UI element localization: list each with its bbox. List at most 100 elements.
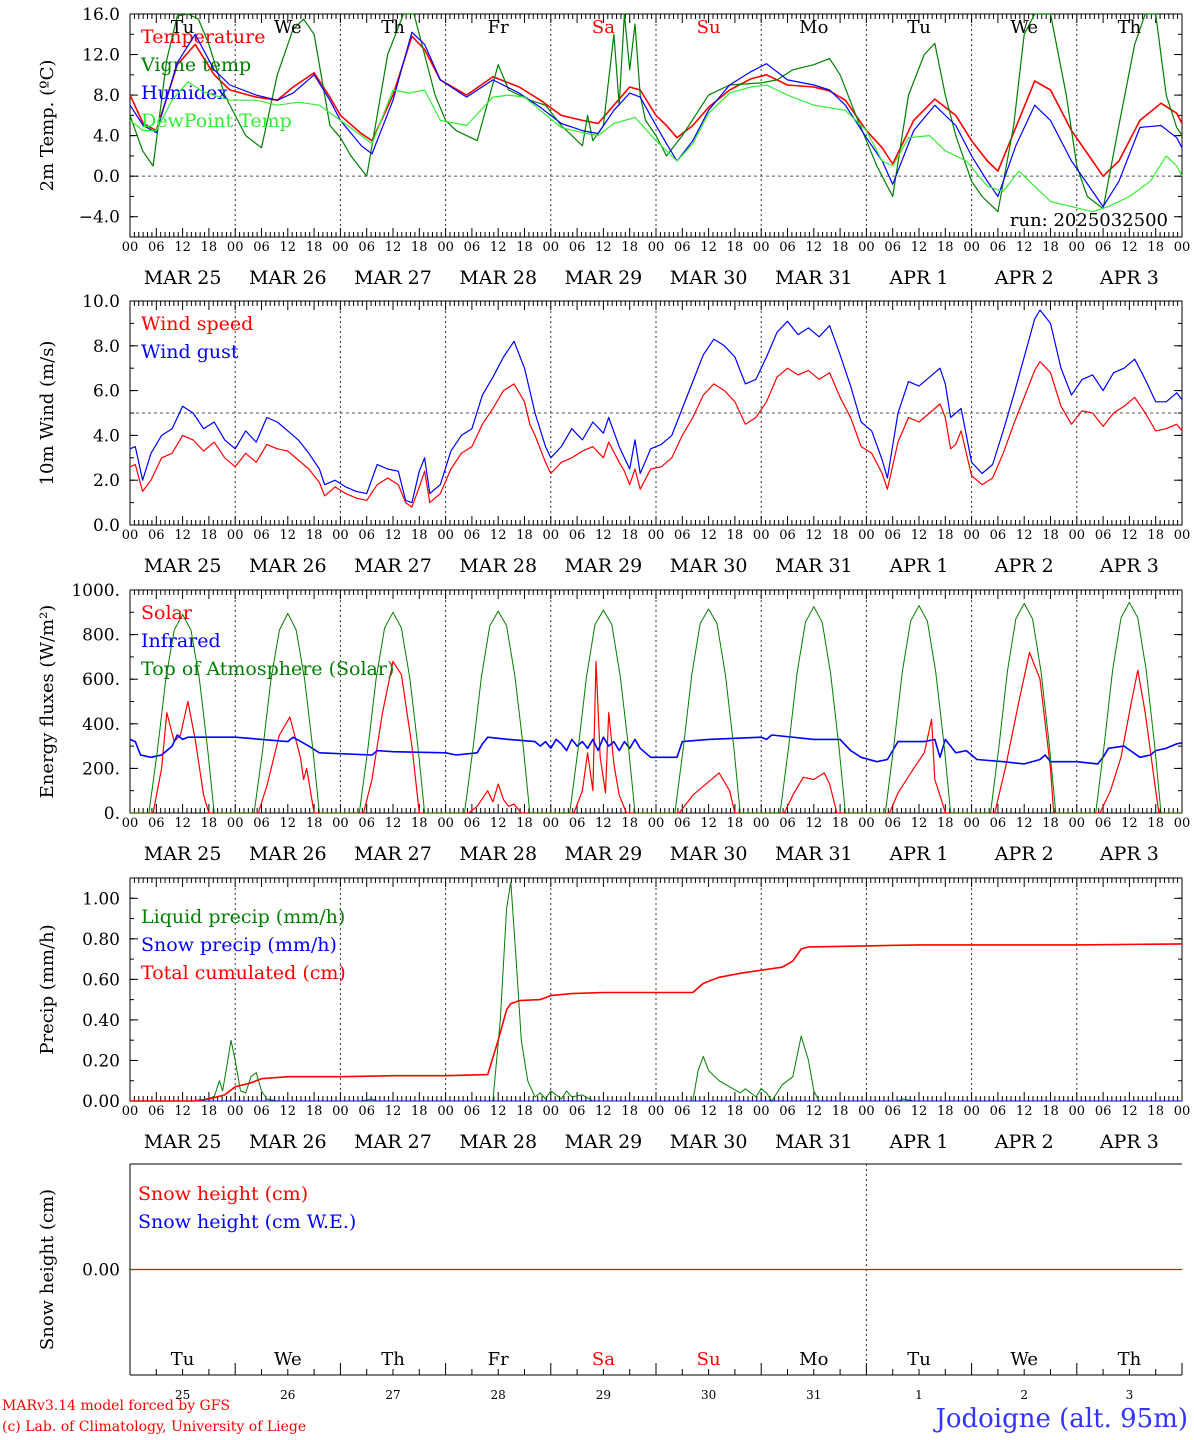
hour-tick-label: 00 <box>858 1104 875 1119</box>
hour-tick-label: 00 <box>1174 1104 1191 1119</box>
day-label: APR 1 <box>889 1131 949 1153</box>
hour-tick-label: 06 <box>990 816 1007 831</box>
y-tick-label: 10.0 <box>82 292 120 312</box>
hour-tick-label: 06 <box>779 816 796 831</box>
hour-tick-label: 18 <box>1042 1104 1059 1119</box>
hour-tick-label: 12 <box>1016 528 1033 543</box>
weekday-label: We <box>274 1349 302 1370</box>
lab-credit: (c) Lab. of Climatology, University of L… <box>2 1419 307 1435</box>
hour-tick-label: 06 <box>1095 528 1112 543</box>
day-label: APR 2 <box>994 1131 1054 1153</box>
hour-tick-label: 18 <box>1147 1104 1164 1119</box>
hour-tick-label: 00 <box>227 1104 244 1119</box>
hour-tick-label: 12 <box>174 1104 191 1119</box>
hour-tick-label: 00 <box>963 528 980 543</box>
y-axis-title: 2m Temp. (ºC) <box>37 60 58 192</box>
hour-tick-label: 06 <box>358 240 375 255</box>
hour-tick-label: 00 <box>437 240 454 255</box>
weekday-label: Tu <box>171 1349 195 1370</box>
hour-tick-label: 18 <box>937 528 954 543</box>
legend-entry: Snow height (cm W.E.) <box>138 1211 356 1233</box>
hour-tick-label: 12 <box>911 240 928 255</box>
series-line-1-3 <box>129 31 1183 208</box>
hour-tick-label: 12 <box>806 1104 823 1119</box>
hour-tick-label: 12 <box>1121 816 1138 831</box>
day-number-label: 26 <box>280 1388 295 1400</box>
hour-tick-label: 18 <box>1147 816 1164 831</box>
hour-tick-label: 12 <box>385 240 402 255</box>
weekday-label: Sa <box>592 17 615 38</box>
hour-tick-label: 18 <box>306 528 323 543</box>
hour-tick-label: 18 <box>727 1104 744 1119</box>
y-tick-label: 8.0 <box>93 86 120 106</box>
y-axis-title: Energy fluxes (W/m²) <box>37 605 58 799</box>
legend-entry: Snow height (cm) <box>138 1183 308 1205</box>
hour-tick-label: 12 <box>385 816 402 831</box>
y-tick-label: 0.40 <box>82 1011 120 1031</box>
day-label: MAR 27 <box>354 1131 432 1153</box>
weekday-label: Mo <box>799 17 828 38</box>
legend-entry: DewPoint Temp <box>141 110 292 132</box>
day-label: MAR 27 <box>354 555 432 577</box>
day-number-label: 2 <box>1020 1388 1028 1400</box>
day-label: APR 2 <box>994 555 1054 577</box>
y-tick-label: 800. <box>82 626 120 646</box>
y-tick-label: 1000. <box>71 581 120 601</box>
legend-entry: Snow precip (mm/h) <box>141 934 337 956</box>
hour-tick-label: 06 <box>990 240 1007 255</box>
hour-tick-label: 12 <box>280 240 297 255</box>
hour-tick-label: 00 <box>543 240 560 255</box>
day-label: MAR 29 <box>565 267 643 289</box>
run-note: run: 2025032500 <box>1010 210 1168 231</box>
hour-tick-label: 00 <box>227 528 244 543</box>
hour-tick-label: 12 <box>280 1104 297 1119</box>
weekday-label: Th <box>381 17 405 38</box>
hour-tick-label: 12 <box>806 816 823 831</box>
day-number-label: 27 <box>385 1388 400 1400</box>
hour-tick-label: 06 <box>1095 1104 1112 1119</box>
hour-tick-label: 18 <box>1042 528 1059 543</box>
hour-tick-label: 18 <box>411 816 428 831</box>
hour-tick-label: 06 <box>358 528 375 543</box>
day-label: MAR 29 <box>565 843 643 865</box>
hour-tick-label: 00 <box>1174 816 1191 831</box>
hour-tick-label: 00 <box>543 528 560 543</box>
day-label: MAR 31 <box>775 843 853 865</box>
hour-tick-label: 18 <box>1147 240 1164 255</box>
hour-tick-label: 06 <box>569 816 586 831</box>
hour-tick-label: 06 <box>569 240 586 255</box>
day-label: MAR 25 <box>144 555 222 577</box>
day-label: MAR 28 <box>459 555 537 577</box>
hour-tick-label: 00 <box>963 1104 980 1119</box>
hour-tick-label: 06 <box>884 816 901 831</box>
hour-tick-label: 18 <box>411 240 428 255</box>
hour-tick-label: 12 <box>806 240 823 255</box>
hour-tick-label: 18 <box>832 1104 849 1119</box>
day-label: MAR 26 <box>249 843 327 865</box>
hour-tick-label: 12 <box>174 528 191 543</box>
hour-tick-label: 00 <box>1069 240 1086 255</box>
day-label: MAR 27 <box>354 843 432 865</box>
day-label: MAR 31 <box>775 1131 853 1153</box>
legend-entry: Wind speed <box>141 313 253 335</box>
hour-tick-label: 12 <box>595 528 612 543</box>
weekday-label: We <box>1010 17 1038 38</box>
hour-tick-label: 00 <box>437 816 454 831</box>
day-label: APR 3 <box>1099 555 1159 577</box>
day-label: MAR 27 <box>354 267 432 289</box>
day-label: MAR 30 <box>670 1131 748 1153</box>
hour-tick-label: 00 <box>858 240 875 255</box>
hour-tick-label: 12 <box>700 240 717 255</box>
day-label: APR 2 <box>994 843 1054 865</box>
y-tick-label: 0.60 <box>82 970 120 990</box>
series-line-2-1 <box>129 360 1183 508</box>
hour-tick-label: 18 <box>832 816 849 831</box>
hour-tick-label: 06 <box>779 240 796 255</box>
day-number-label: 29 <box>596 1388 611 1400</box>
hour-tick-label: 06 <box>1095 816 1112 831</box>
series-line-1-4 <box>129 81 1183 213</box>
y-axis-title: Precip (mm/h) <box>37 924 58 1054</box>
hour-tick-label: 00 <box>437 1104 454 1119</box>
y-tick-label: 0.20 <box>82 1051 120 1071</box>
hour-tick-label: 18 <box>1042 240 1059 255</box>
